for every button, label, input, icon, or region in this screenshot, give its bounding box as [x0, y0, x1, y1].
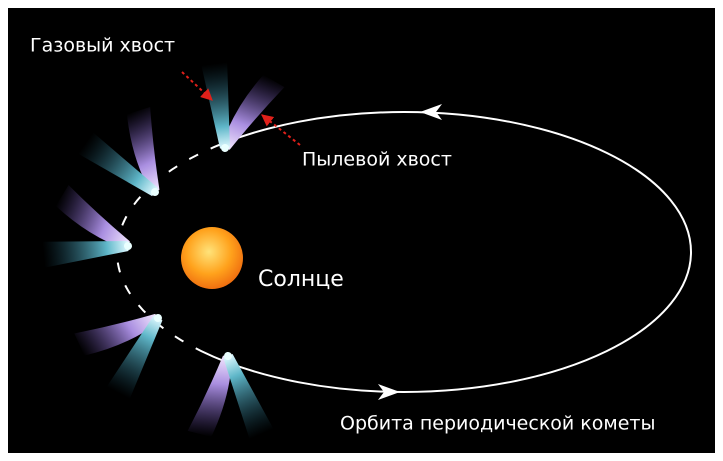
sun — [181, 227, 243, 289]
dust-tail-label: Пылевой хвост — [302, 149, 452, 171]
orbit-label: Орбита периодической кометы — [340, 413, 656, 435]
diagram: Газовый хвост Пылевой хвост Солнце Орбит… — [0, 0, 723, 461]
gas-tail-label: Газовый хвост — [30, 35, 175, 57]
sun-label: Солнце — [258, 267, 344, 292]
page: Газовый хвост Пылевой хвост Солнце Орбит… — [0, 0, 723, 461]
